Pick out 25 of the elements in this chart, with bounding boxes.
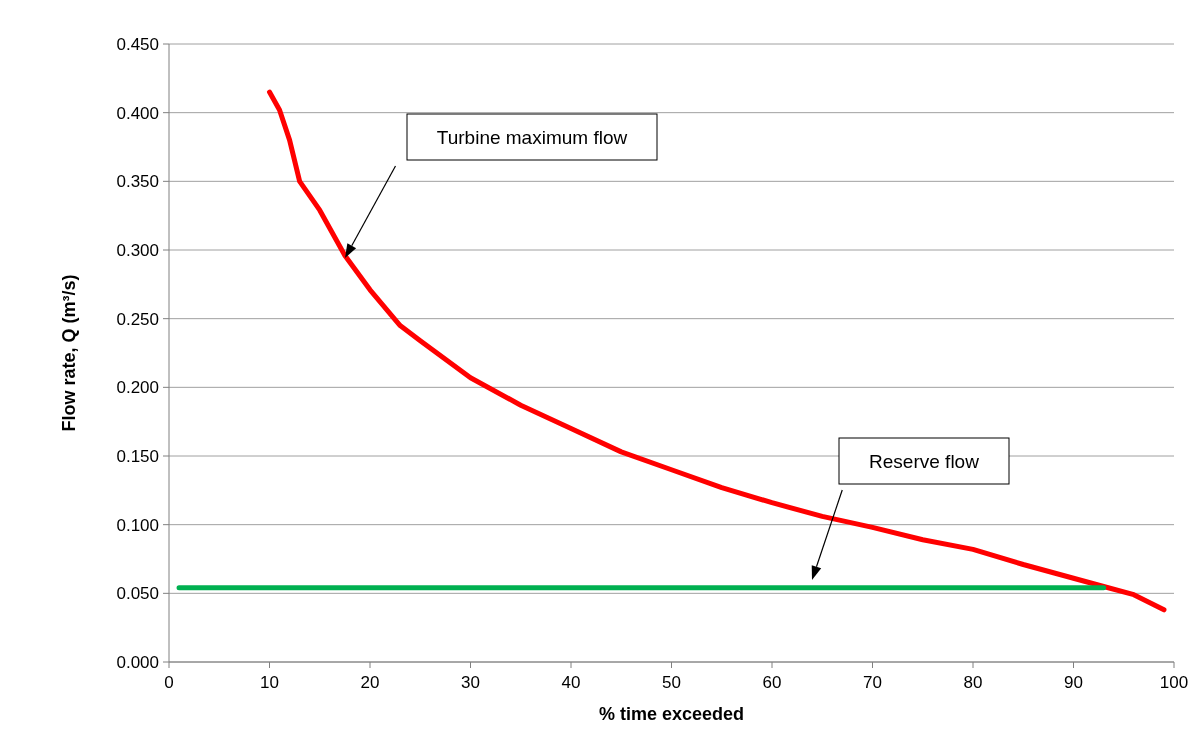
y-tick-label: 0.250 — [116, 309, 159, 329]
y-tick-label: 0.050 — [116, 584, 159, 604]
y-tick-label: 0.000 — [116, 652, 159, 672]
y-tick-label: 0.200 — [116, 378, 159, 398]
x-tick-label: 40 — [561, 673, 581, 692]
annotation: Reserve flow — [869, 450, 980, 472]
x-tick-label: 60 — [762, 673, 782, 692]
x-tick-label: 100 — [1159, 673, 1189, 692]
y-tick-label: 0.300 — [116, 240, 159, 260]
y-tick-label: 0.400 — [116, 103, 159, 123]
annotation: Turbine maximum flow — [436, 126, 628, 148]
x-tick-label: 90 — [1064, 673, 1083, 692]
x-tick-label: 50 — [662, 673, 681, 692]
x-tick-label: 10 — [260, 673, 279, 692]
x-tick-label: 0 — [164, 673, 174, 692]
y-tick-label: 0.350 — [116, 172, 159, 192]
y-axis-title: Flow rate, Q (m³/s) — [59, 274, 79, 432]
y-tick-label: 0.450 — [116, 34, 159, 54]
y-tick-label: 0.150 — [116, 446, 159, 466]
x-tick-label: 30 — [461, 673, 480, 692]
x-tick-label: 70 — [863, 673, 882, 692]
x-tick-label: 80 — [963, 673, 983, 692]
x-axis-title: % time exceeded — [598, 704, 745, 724]
y-tick-label: 0.100 — [116, 515, 159, 535]
x-tick-label: 20 — [360, 673, 380, 692]
